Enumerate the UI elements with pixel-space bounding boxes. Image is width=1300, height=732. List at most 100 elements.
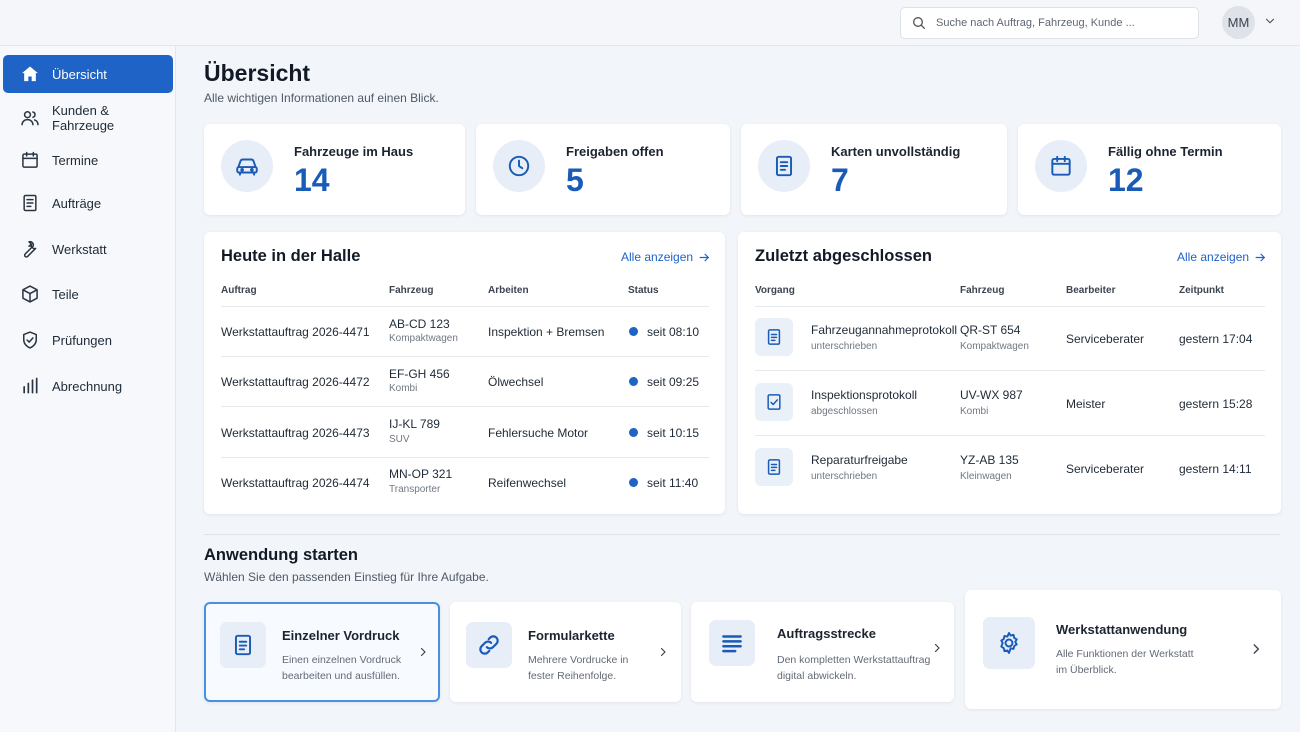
app-name: Einzelner Vordruck — [282, 628, 400, 643]
column-header: Fahrzeug — [389, 285, 434, 296]
work-cell: Fehlersuche Motor — [488, 426, 589, 440]
sidebar-item-pruefungen[interactable]: Prüfungen — [3, 321, 173, 359]
stat-label: Karten unvollständig — [831, 144, 961, 159]
process-name: Inspektionsprotokoll — [811, 388, 918, 402]
status-cell: seit 11:40 — [647, 476, 699, 490]
box-icon — [22, 285, 38, 303]
home-icon — [22, 66, 38, 82]
process-name: Fahrzeugannahmeprotokoll — [811, 323, 958, 337]
sidebar-item-auftraege[interactable]: Aufträge — [3, 184, 173, 222]
chevron-down-icon[interactable] — [1263, 14, 1277, 28]
stat-value: 12 — [1108, 162, 1144, 198]
divider — [221, 457, 709, 458]
divider — [755, 370, 1265, 371]
app-description: Mehrere Vordrucke in fester Reihenfolge. — [528, 654, 629, 682]
editor-cell: Serviceberater — [1066, 462, 1145, 476]
divider — [221, 406, 709, 407]
time-cell: gestern 17:04 — [1179, 332, 1253, 346]
app-card-einzelner-vordruck[interactable]: Einzelner Vordruck Einen einzelnen Vordr… — [204, 602, 440, 702]
status-cell: seit 09:25 — [647, 375, 700, 389]
stat-card-karten[interactable]: Karten unvollständig 7 — [741, 124, 1007, 215]
divider — [221, 356, 709, 357]
sidebar-item-label: Aufträge — [52, 195, 102, 211]
divider — [221, 306, 709, 307]
stat-label: Fällig ohne Termin — [1108, 144, 1223, 159]
search-box[interactable] — [900, 7, 1199, 39]
status-cell: seit 08:10 — [647, 325, 700, 339]
stat-card-faellig[interactable]: Fällig ohne Termin 12 — [1018, 124, 1281, 215]
users-icon — [21, 111, 39, 126]
arrow-right-icon — [699, 253, 709, 261]
sidebar-item-label: Übersicht — [52, 66, 107, 82]
vehicle-type: Kompaktwagen — [389, 333, 458, 344]
app-card-formularkette[interactable]: Formularkette Mehrere Vordrucke in feste… — [450, 602, 681, 702]
chevron-right-icon — [660, 647, 666, 657]
plate-cell: AB-CD 123 — [389, 317, 450, 331]
app-icon-box — [466, 622, 512, 668]
plate-cell: YZ-AB 135 — [960, 453, 1019, 467]
stat-icon-circle — [1035, 140, 1087, 192]
process-state: abgeschlossen — [811, 406, 878, 417]
app-description: Alle Funktionen der Werkstatt im Überbli… — [1056, 648, 1194, 676]
document-icon — [23, 194, 37, 212]
recent-card: Zuletzt abgeschlossen Alle anzeigen Vorg… — [738, 232, 1281, 514]
app-name: Formularkette — [528, 628, 615, 643]
app-icon-box — [220, 622, 266, 668]
sidebar-item-teile[interactable]: Teile — [3, 275, 173, 313]
hall-show-all-link[interactable]: Alle anzeigen — [621, 250, 711, 264]
search-icon — [913, 17, 925, 29]
sidebar-item-label: Prüfungen — [52, 332, 112, 348]
chevron-right-icon — [934, 643, 940, 653]
document-icon — [234, 634, 252, 656]
stat-value: 7 — [831, 162, 849, 198]
stat-icon-circle — [493, 140, 545, 192]
stat-card-fahrzeuge[interactable]: Fahrzeuge im Haus 14 — [204, 124, 465, 215]
shield-check-icon — [23, 331, 37, 349]
page-title: Übersicht — [204, 60, 311, 86]
search-input[interactable] — [936, 17, 1176, 29]
stat-card-freigaben[interactable]: Freigaben offen 5 — [476, 124, 730, 215]
car-icon — [236, 158, 258, 176]
document-icon — [775, 155, 793, 177]
process-state: unterschrieben — [811, 341, 878, 352]
stat-label: Fahrzeuge im Haus — [294, 144, 414, 159]
column-header: Vorgang — [755, 285, 795, 296]
section-divider — [204, 534, 1280, 535]
row-icon-box — [755, 383, 793, 421]
app-name: Werkstattanwendung — [1056, 622, 1188, 637]
plate-cell: UV-WX 987 — [960, 388, 1023, 402]
order-cell: Werkstattauftrag 2026-4473 — [221, 426, 370, 440]
column-header: Auftrag — [221, 285, 257, 296]
editor-cell: Meister — [1066, 397, 1106, 411]
list-icon — [722, 635, 742, 653]
column-header: Status — [628, 285, 659, 296]
sidebar-item-kunden-fahrzeuge[interactable]: Kunden & Fahrzeuge — [3, 99, 173, 137]
order-cell: Werkstattauftrag 2026-4472 — [221, 375, 370, 389]
sidebar-item-abrechnung[interactable]: Abrechnung — [3, 367, 173, 405]
app-description: Den kompletten Werkstattauftrag digital … — [777, 654, 931, 682]
app-card-auftragsstrecke[interactable]: Auftragsstrecke Den kompletten Werkstatt… — [691, 602, 954, 702]
column-header: Arbeiten — [488, 285, 529, 296]
sidebar-item-termine[interactable]: Termine — [3, 141, 173, 179]
hall-card: Heute in der Halle Alle anzeigen Auftrag… — [204, 232, 725, 514]
page-subtitle: Alle wichtigen Informationen auf einen B… — [204, 91, 439, 105]
status-dot — [629, 377, 638, 386]
recent-show-all-link[interactable]: Alle anzeigen — [1177, 250, 1267, 264]
divider — [755, 435, 1265, 436]
hall-title: Heute in der Halle — [221, 247, 361, 265]
time-cell: gestern 15:28 — [1179, 397, 1253, 411]
vehicle-type: Kombi — [960, 406, 989, 417]
stat-value: 5 — [566, 162, 584, 198]
avatar[interactable]: MM — [1222, 6, 1255, 39]
sidebar-item-uebersicht[interactable]: Übersicht — [3, 55, 173, 93]
top-bar: MM — [0, 0, 1300, 46]
app-name: Auftragsstrecke — [777, 626, 876, 641]
vehicle-type: SUV — [389, 434, 410, 445]
status-dot — [629, 478, 638, 487]
plate-cell: EF-GH 456 — [389, 367, 450, 381]
app-card-werkstattanwendung[interactable]: Werkstattanwendung Alle Funktionen der W… — [965, 590, 1281, 709]
app-icon-box — [983, 617, 1035, 669]
wrench-icon — [23, 240, 37, 258]
link-label: Alle anzeigen — [621, 250, 694, 264]
sidebar-item-werkstatt[interactable]: Werkstatt — [3, 230, 173, 268]
